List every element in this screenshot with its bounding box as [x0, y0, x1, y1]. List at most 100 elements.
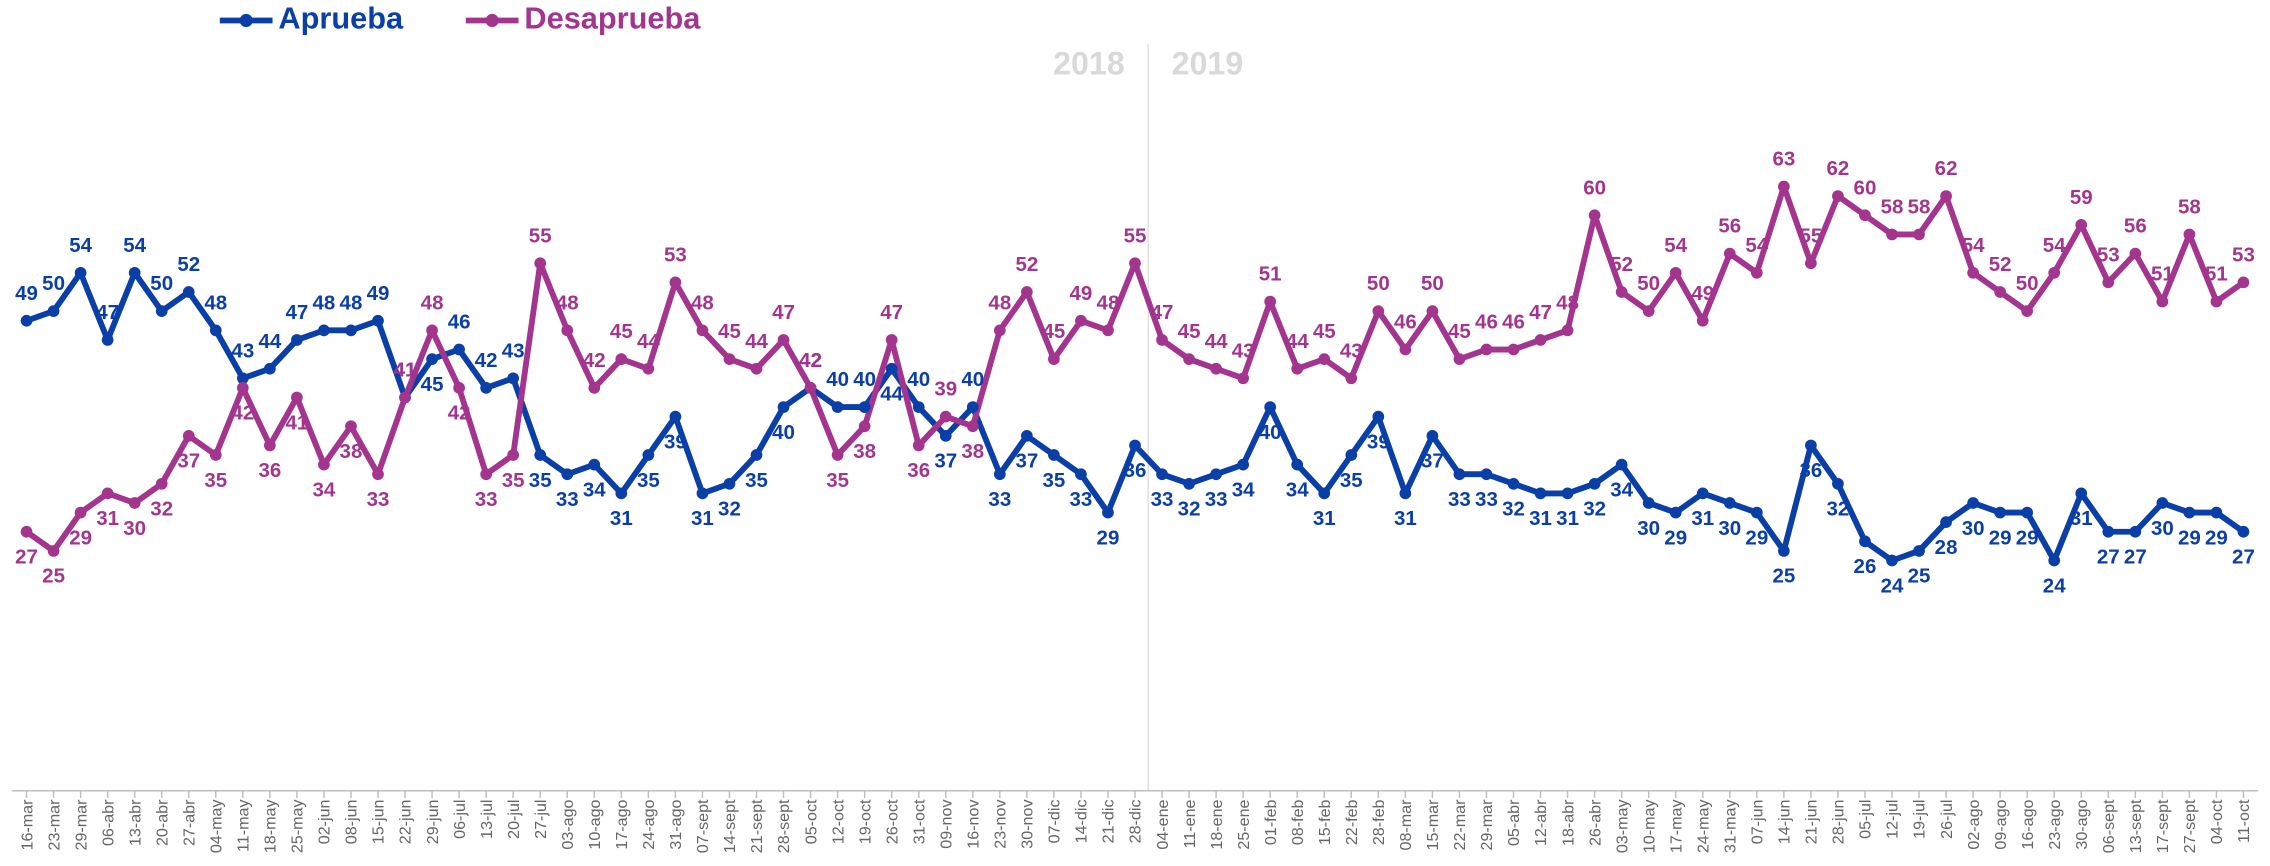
data-label: 33	[1448, 488, 1471, 511]
data-label: 44	[1286, 330, 1309, 353]
marker	[993, 468, 1006, 481]
marker	[2021, 305, 2034, 318]
marker	[155, 305, 168, 318]
x-tick-label: 26-abr	[1586, 799, 1604, 846]
x-tick-label: 22-feb	[1343, 799, 1361, 845]
data-label: 32	[718, 498, 741, 521]
x-tick-label: 15-feb	[1316, 799, 1334, 845]
data-label: 53	[2097, 243, 2120, 266]
x-tick-label: 01-feb	[1262, 799, 1280, 845]
marker	[2156, 295, 2169, 308]
data-label: 33	[1205, 488, 1228, 511]
marker	[993, 324, 1006, 337]
x-tick-label: 29-mar	[72, 799, 90, 851]
data-label: 40	[853, 368, 876, 391]
x-tick-label: 06-jul	[451, 800, 469, 839]
marker	[1642, 305, 1655, 318]
data-label: 44	[637, 330, 660, 353]
data-label: 41	[394, 359, 417, 382]
marker	[750, 362, 763, 375]
marker	[1372, 410, 1385, 423]
x-tick-label: 20-jul	[505, 800, 523, 839]
data-label: 52	[1015, 253, 1038, 276]
x-tick-label: 10-ago	[586, 799, 604, 849]
marker	[1264, 401, 1277, 413]
data-label: 28	[1935, 536, 1958, 559]
year-label: 2019	[1172, 45, 1244, 81]
data-label: 55	[1124, 224, 1147, 247]
legend-marker	[485, 13, 499, 28]
data-label: 43	[1340, 339, 1363, 362]
data-label: 25	[42, 565, 65, 588]
data-label: 43	[231, 339, 254, 362]
data-label: 48	[556, 291, 579, 314]
data-label: 30	[2151, 517, 2174, 540]
data-label: 45	[1178, 320, 1201, 343]
data-label: 53	[2232, 243, 2255, 266]
data-label: 62	[1935, 157, 1958, 180]
marker	[1696, 314, 1709, 327]
marker	[750, 449, 763, 461]
marker	[1048, 449, 1060, 461]
marker	[885, 362, 898, 375]
marker	[1021, 429, 1033, 442]
marker	[372, 314, 384, 327]
x-tick-label: 21-sept	[748, 799, 766, 853]
data-label: 32	[1502, 498, 1525, 521]
x-tick-label: 23-nov	[992, 800, 1010, 849]
marker	[426, 353, 438, 365]
x-tick-label: 23-ago	[2046, 799, 2064, 849]
x-tick-label: 07-sept	[694, 799, 712, 853]
data-label: 31	[1691, 507, 1714, 530]
marker	[1967, 497, 1979, 509]
data-label: 49	[1691, 282, 1714, 305]
x-tick-label: 19-oct	[856, 799, 874, 844]
data-label: 56	[1718, 215, 1741, 238]
x-tick-label: 16-ago	[2019, 799, 2037, 849]
marker	[1642, 497, 1655, 509]
data-label: 35	[529, 469, 552, 492]
x-tick-label: 25-ene	[1235, 799, 1253, 849]
data-label: 29	[1989, 526, 2012, 549]
data-label: 29	[69, 526, 92, 549]
marker	[1534, 487, 1547, 500]
marker	[1345, 372, 1358, 385]
marker	[507, 449, 520, 461]
data-label: 25	[1908, 565, 1931, 588]
marker	[1615, 286, 1628, 298]
data-label: 35	[204, 469, 227, 492]
marker	[2102, 276, 2115, 289]
x-tick-label: 12-jul	[1884, 800, 1902, 839]
marker	[1696, 487, 1709, 500]
marker	[1075, 468, 1087, 481]
data-label: 44	[880, 382, 903, 405]
x-tick-label: 05-oct	[802, 799, 820, 844]
marker	[615, 353, 628, 365]
marker	[480, 468, 492, 481]
marker	[534, 257, 547, 270]
x-tick-label: 18-may	[262, 799, 280, 854]
data-label: 43	[1232, 339, 1255, 362]
data-label: 49	[1070, 282, 1093, 305]
marker	[831, 449, 844, 461]
data-label: 41	[394, 359, 417, 382]
data-label: 44	[258, 330, 281, 353]
marker	[1453, 468, 1466, 481]
marker	[1129, 257, 1141, 270]
x-tick-label: 26-oct	[883, 799, 901, 844]
x-tick-label: 28-feb	[1370, 799, 1388, 845]
data-label: 44	[745, 330, 768, 353]
marker	[696, 324, 709, 337]
data-label: 27	[2232, 546, 2255, 569]
x-tick-label: 27-abr	[180, 799, 198, 846]
marker	[2237, 525, 2250, 538]
marker	[1129, 439, 1141, 452]
data-label: 52	[177, 253, 200, 276]
x-tick-label: 08-feb	[1289, 799, 1307, 845]
marker	[2048, 266, 2061, 279]
marker	[453, 343, 465, 356]
marker	[291, 334, 303, 346]
x-tick-label: 07-dic	[1046, 800, 1064, 844]
data-label: 30	[1637, 517, 1660, 540]
marker	[128, 497, 141, 509]
